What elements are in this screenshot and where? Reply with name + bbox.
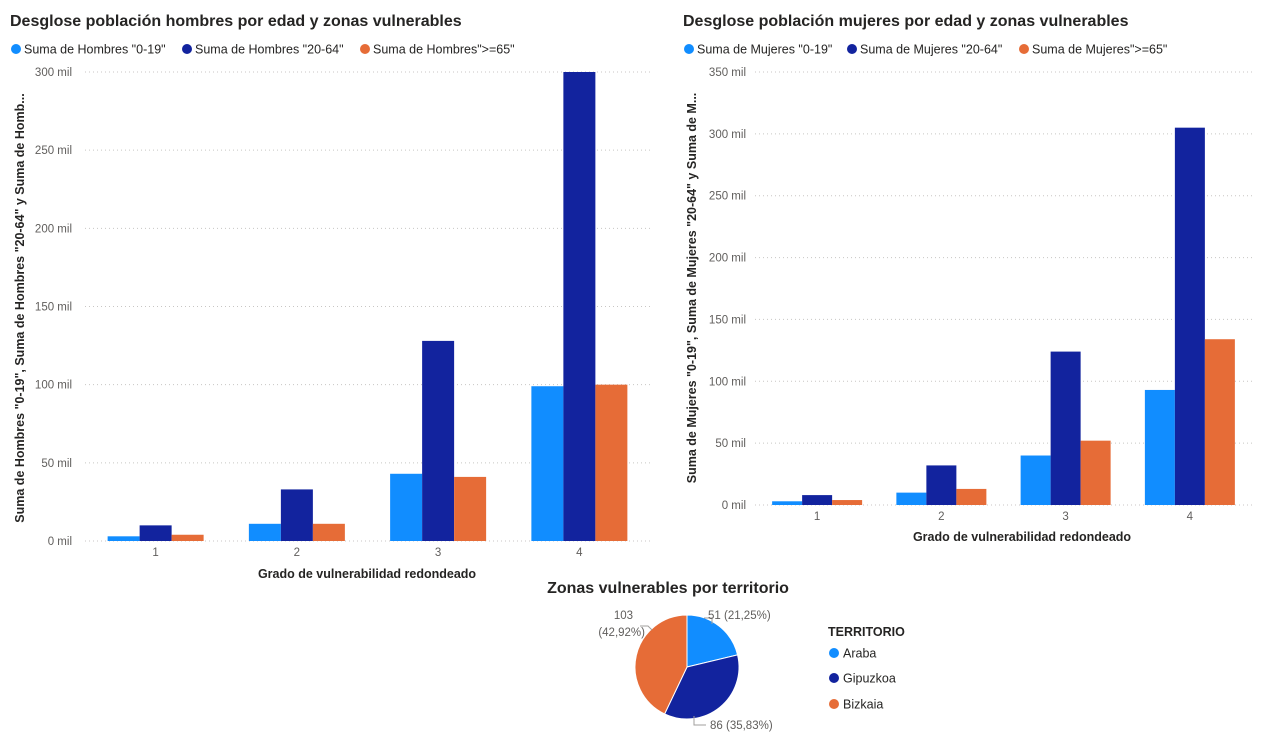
pie-slice-gipuzkoa[interactable] bbox=[663, 654, 740, 720]
men-x-tick-label: 1 bbox=[152, 547, 158, 559]
pie-slices bbox=[634, 614, 740, 720]
men-y-axis-title: Suma de Hombres "0-19", Suma de Hombres … bbox=[13, 93, 27, 522]
women-y-tick-label: 150 mil bbox=[709, 314, 746, 326]
men-bar-s0-cat3[interactable] bbox=[390, 473, 423, 541]
women-y-tick-label: 300 mil bbox=[709, 129, 746, 141]
legend-marker-men-65plus bbox=[360, 44, 370, 54]
women-bar-s1-cat1[interactable] bbox=[802, 495, 833, 505]
women-chart-legend: Suma de Mujeres "0-19" Suma de Mujeres "… bbox=[684, 43, 1167, 57]
women-bar-s1-cat2[interactable] bbox=[926, 465, 957, 505]
women-bar-s1-cat3[interactable] bbox=[1050, 351, 1081, 505]
pie-chart-title: Zonas vulnerables por territorio bbox=[547, 580, 789, 597]
pie-slice-bizkaia[interactable] bbox=[634, 614, 688, 715]
men-y-tick-label: 300 mil bbox=[35, 67, 72, 79]
women-gridlines bbox=[755, 71, 1252, 506]
women-x-ticks: 1 2 3 4 bbox=[814, 511, 1194, 523]
women-y-axis-title: Suma de Mujeres "0-19", Suma de Mujeres … bbox=[685, 93, 699, 484]
legend-label-men-20-64: Suma de Hombres "20-64" bbox=[195, 43, 344, 57]
women-x-axis-title: Grado de vulnerabilidad redondeado bbox=[913, 530, 1131, 544]
men-bars bbox=[107, 72, 628, 541]
women-bar-s2-cat4[interactable] bbox=[1204, 339, 1235, 505]
men-y-ticks: 0 mil 50 mil 100 mil 150 mil 200 mil 250 mil 3… bbox=[35, 67, 72, 548]
women-bar-s0-cat2[interactable] bbox=[896, 492, 927, 505]
women-x-tick-label: 1 bbox=[814, 511, 820, 523]
women-y-tick-label: 250 mil bbox=[709, 191, 746, 203]
women-x-tick-label: 4 bbox=[1187, 511, 1194, 523]
women-x-tick-label: 3 bbox=[1062, 511, 1068, 523]
women-bar-chart[interactable]: Desglose población mujeres por edad y zo… bbox=[683, 13, 1252, 544]
men-y-tick-label: 0 mil bbox=[48, 536, 72, 548]
men-x-tick-label: 2 bbox=[294, 547, 300, 559]
territory-pie-chart[interactable]: Zonas vulnerables por territorio 51 (21,… bbox=[547, 580, 905, 732]
pie-legend: TERRITORIO Araba Gipuzkoa Bizkaia bbox=[828, 625, 905, 712]
women-bar-s2-cat1[interactable] bbox=[832, 500, 863, 505]
leader-line-araba bbox=[704, 617, 713, 624]
legend-marker-men-0-19 bbox=[11, 44, 21, 54]
women-y-ticks: 0 mil 50 mil 100 mil 150 mil 200 mil 250 mil 3… bbox=[709, 67, 746, 512]
men-bar-s2-cat4[interactable] bbox=[595, 384, 628, 541]
men-x-ticks: 1 2 3 4 bbox=[152, 547, 583, 559]
women-y-tick-label: 100 mil bbox=[709, 376, 746, 388]
women-x-tick-label: 2 bbox=[938, 511, 944, 523]
legend-label-women-0-19: Suma de Mujeres "0-19" bbox=[697, 43, 832, 57]
women-bar-s2-cat2[interactable] bbox=[956, 488, 987, 505]
women-y-tick-label: 50 mil bbox=[715, 438, 746, 450]
men-bar-s2-cat1[interactable] bbox=[171, 534, 204, 541]
legend-marker-men-20-64 bbox=[182, 44, 192, 54]
men-x-tick-label: 4 bbox=[576, 547, 583, 559]
women-y-tick-label: 200 mil bbox=[709, 253, 746, 265]
slice-label-araba: 51 (21,25%) bbox=[708, 610, 771, 622]
slice-label-bizkaia-value: 103 bbox=[614, 610, 633, 622]
men-y-tick-label: 200 mil bbox=[35, 223, 72, 235]
women-bars bbox=[772, 127, 1235, 506]
pie-legend-title: TERRITORIO bbox=[828, 625, 905, 639]
women-bar-s1-cat4[interactable] bbox=[1174, 127, 1205, 506]
men-bar-s1-cat1[interactable] bbox=[139, 525, 172, 541]
legend-marker-araba bbox=[829, 648, 839, 658]
men-bar-s0-cat4[interactable] bbox=[531, 386, 564, 541]
women-chart-title: Desglose población mujeres por edad y zo… bbox=[683, 13, 1129, 30]
men-chart-title: Desglose población hombres por edad y zo… bbox=[10, 13, 462, 30]
pie-slice-araba[interactable] bbox=[686, 614, 739, 668]
legend-label-men-65plus: Suma de Hombres">=65" bbox=[373, 43, 515, 57]
men-y-tick-label: 250 mil bbox=[35, 145, 72, 157]
women-y-tick-label: 350 mil bbox=[709, 67, 746, 79]
slice-label-gipuzkoa: 86 (35,83%) bbox=[710, 720, 773, 732]
legend-marker-gipuzkoa bbox=[829, 673, 839, 683]
legend-marker-women-65plus bbox=[1019, 44, 1029, 54]
men-bar-s1-cat3[interactable] bbox=[422, 340, 455, 541]
men-y-tick-label: 150 mil bbox=[35, 302, 72, 314]
legend-label-women-20-64: Suma de Mujeres "20-64" bbox=[860, 43, 1002, 57]
leader-line-gipuzkoa bbox=[693, 716, 706, 726]
men-x-tick-label: 3 bbox=[435, 547, 441, 559]
women-bar-s2-cat3[interactable] bbox=[1080, 440, 1111, 505]
legend-marker-women-0-19 bbox=[684, 44, 694, 54]
legend-label-bizkaia[interactable]: Bizkaia bbox=[843, 698, 883, 712]
men-bar-chart[interactable]: Desglose población hombres por edad y zo… bbox=[10, 13, 650, 581]
legend-label-gipuzkoa[interactable]: Gipuzkoa bbox=[843, 672, 896, 686]
men-x-axis-title: Grado de vulnerabilidad redondeado bbox=[258, 567, 476, 581]
legend-label-men-0-19: Suma de Hombres "0-19" bbox=[24, 43, 166, 57]
women-bar-s0-cat4[interactable] bbox=[1144, 389, 1175, 505]
legend-label-araba[interactable]: Araba bbox=[843, 647, 876, 661]
women-bar-s0-cat3[interactable] bbox=[1020, 455, 1051, 505]
men-bar-s1-cat2[interactable] bbox=[280, 489, 313, 541]
men-bar-s0-cat2[interactable] bbox=[248, 523, 281, 541]
men-bar-s0-cat1[interactable] bbox=[107, 536, 140, 541]
women-y-tick-label: 0 mil bbox=[722, 500, 746, 512]
men-bar-s2-cat3[interactable] bbox=[454, 476, 487, 541]
legend-marker-women-20-64 bbox=[847, 44, 857, 54]
legend-marker-bizkaia bbox=[829, 699, 839, 709]
men-bar-s2-cat2[interactable] bbox=[312, 523, 345, 541]
men-chart-legend: Suma de Hombres "0-19" Suma de Hombres "… bbox=[11, 43, 515, 57]
legend-label-women-65plus: Suma de Mujeres">=65" bbox=[1032, 43, 1167, 57]
slice-label-bizkaia-percent: (42,92%) bbox=[598, 627, 645, 639]
men-bar-s1-cat4[interactable] bbox=[563, 72, 596, 541]
women-bar-s0-cat1[interactable] bbox=[772, 501, 803, 505]
men-y-tick-label: 100 mil bbox=[35, 380, 72, 392]
leader-line-bizkaia bbox=[640, 625, 653, 631]
men-y-tick-label: 50 mil bbox=[41, 458, 72, 470]
